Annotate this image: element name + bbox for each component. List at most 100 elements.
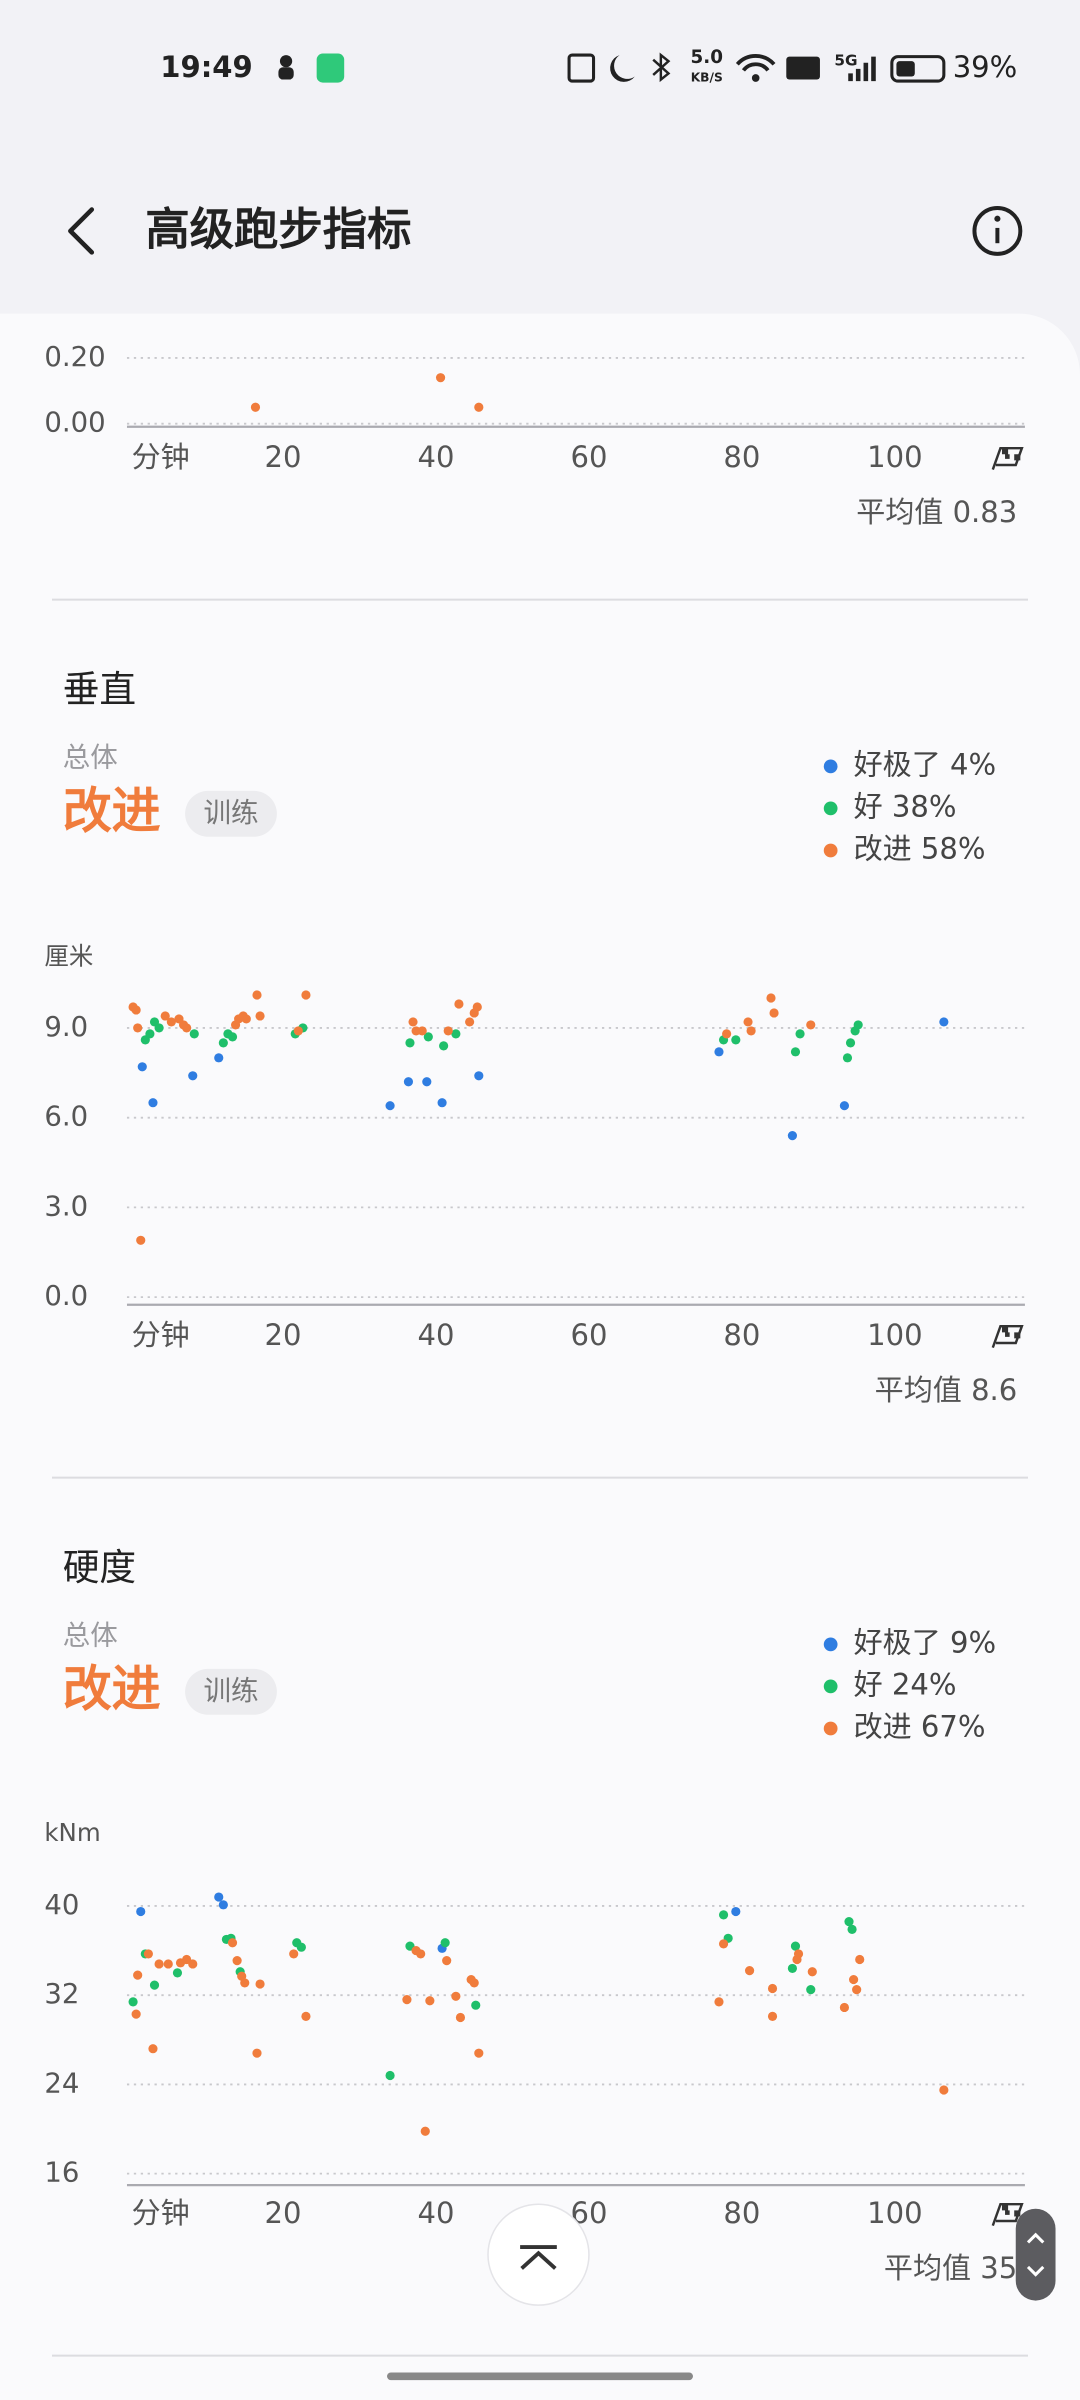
scatter-point <box>439 1041 449 1051</box>
network-speed: 5.0 <box>690 47 723 68</box>
scrollbar-handle[interactable] <box>1015 2208 1056 2301</box>
scatter-point <box>148 2044 158 2054</box>
scatter-point <box>714 1047 724 1057</box>
rating-tag-chip[interactable] <box>185 1668 277 1715</box>
scatter-point <box>250 402 261 412</box>
scatter-point <box>422 1077 432 1087</box>
scatter-point <box>465 1017 475 1027</box>
legend-label: 改进 58% <box>854 831 986 865</box>
x-tick-label: 60 <box>570 440 607 474</box>
scatter-point <box>182 1023 192 1033</box>
scatter-point <box>403 1077 414 1087</box>
scatter-point <box>440 1938 450 1948</box>
y-axis-unit: kNm <box>44 1818 100 1847</box>
flag-pole <box>991 446 1024 471</box>
y-tick-label: 40 <box>44 1889 79 1921</box>
scatter-point <box>939 2085 949 2095</box>
status-time: 19:49 <box>160 50 252 84</box>
rating-tag: 训练 <box>203 1675 258 1707</box>
legend-marker <box>823 1721 838 1736</box>
legend-label: 改进 67% <box>854 1709 986 1743</box>
scatter-point <box>435 373 446 383</box>
x-tick-label: 40 <box>417 1318 454 1352</box>
wifi-icon <box>735 54 776 72</box>
scatter-point <box>852 1985 862 1995</box>
bluetooth-icon <box>652 52 671 83</box>
x-tick-label: 40 <box>417 440 454 474</box>
scatter-point <box>743 1017 753 1027</box>
finish-flag-icon <box>991 446 1024 471</box>
scatter-point <box>767 1983 778 1994</box>
x-tick-label: 20 <box>265 440 302 474</box>
overall-label: 总体 <box>63 1620 118 1652</box>
status-icon <box>279 55 293 68</box>
scatter-point <box>744 1966 755 1976</box>
average-value: 平均值 0.83 <box>856 495 1017 529</box>
signal-type: 5G <box>834 52 857 70</box>
y-tick-label: 24 <box>44 2067 79 2099</box>
back-button[interactable] <box>68 207 95 255</box>
rating-tag-chip[interactable] <box>185 790 277 837</box>
y-axis-unit: 厘米 <box>44 942 93 971</box>
scatter-point <box>731 1906 741 1917</box>
legend-label: 好 38% <box>854 789 957 823</box>
flag-pole <box>991 1324 1024 1349</box>
scatter-point <box>474 402 484 412</box>
scatter-point <box>218 1900 228 1910</box>
scatter-point <box>718 1910 729 1920</box>
scatter-point <box>240 1978 250 1988</box>
scatter-point <box>469 1978 479 1988</box>
scatter-point <box>143 1949 153 1959</box>
scatter-point <box>289 1949 299 1959</box>
scatter-point <box>807 1967 817 1977</box>
scatter-point <box>855 1954 865 1965</box>
scatter-point <box>849 1974 859 1985</box>
scatter-point <box>416 1949 426 1959</box>
scatter-point <box>718 1939 729 1949</box>
flag-checks <box>1001 2204 1021 2217</box>
scatter-point <box>437 1098 447 1108</box>
scatter-point <box>731 1035 741 1045</box>
scatter-point <box>844 1916 854 1927</box>
legend-marker <box>823 1679 838 1694</box>
scatter-point <box>148 1098 158 1108</box>
y-tick-label: 0.00 <box>44 407 105 439</box>
scatter-point <box>188 1071 198 1081</box>
x-axis-label: 分钟 <box>132 440 190 474</box>
scatter-point <box>255 1011 265 1021</box>
scatter-point <box>133 1970 143 1980</box>
scatter-point <box>131 2009 141 2019</box>
legend-marker <box>823 1637 838 1652</box>
scatter-point <box>472 1002 482 1012</box>
scatter-point <box>296 1942 306 1952</box>
scatter-point <box>214 1053 224 1063</box>
scatter-point <box>714 1997 724 2007</box>
x-tick-label: 80 <box>723 1318 760 1352</box>
signal-icon <box>848 56 876 82</box>
legend-marker <box>823 843 838 858</box>
scatter-point <box>154 1959 164 1969</box>
x-tick-label: 40 <box>417 2196 454 2230</box>
x-tick-label: 80 <box>723 440 760 474</box>
scatter-point <box>232 1956 242 1966</box>
scatter-point <box>385 2070 395 2081</box>
scatter-point <box>405 1038 415 1048</box>
scatter-point <box>787 1131 797 1141</box>
scatter-point <box>172 1968 183 1978</box>
network-unit: KB/S <box>691 71 723 85</box>
scatter-point <box>845 1038 856 1048</box>
scatter-point <box>408 1017 418 1027</box>
scatter-point <box>166 1017 176 1027</box>
scatter-point <box>806 1985 816 1995</box>
scatter-point <box>790 1047 801 1057</box>
info-button[interactable] <box>972 206 1023 256</box>
flag-checks <box>1001 1326 1021 1339</box>
scatter-point <box>425 1996 435 2006</box>
scatter-point <box>769 1008 779 1018</box>
card <box>0 313 1080 2400</box>
legend-label: 好 24% <box>854 1667 957 1701</box>
scatter-point <box>767 2011 778 2021</box>
scatter-point <box>214 1892 224 1902</box>
